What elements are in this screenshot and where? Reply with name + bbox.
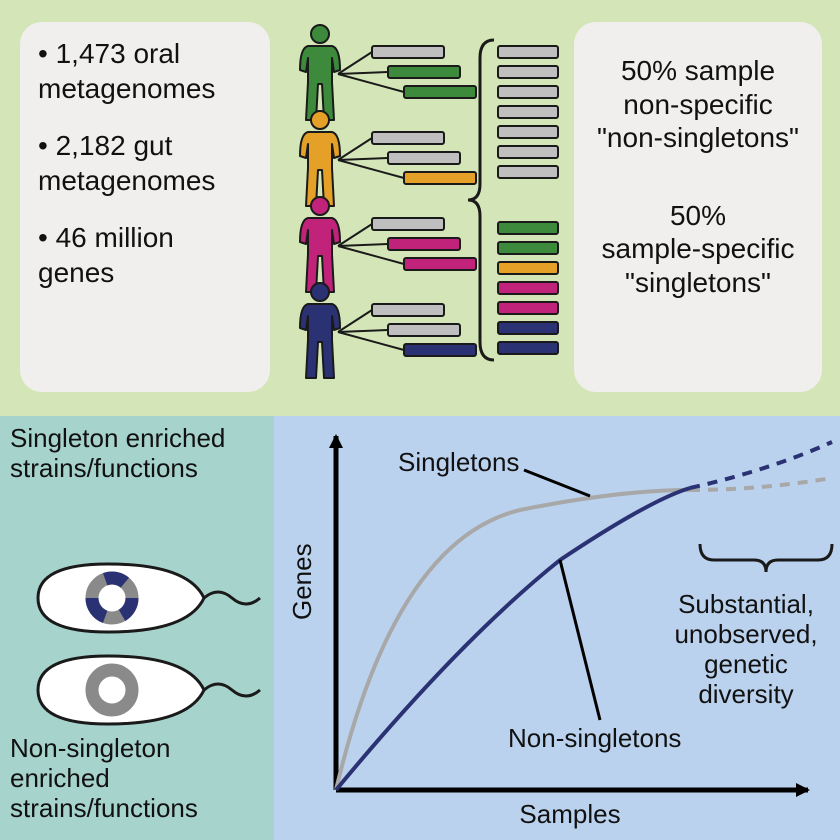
singletons-label: Singletons [398,448,519,478]
unobserved-l1: Substantial, [678,589,814,619]
y-axis-label: Genes [288,543,318,620]
unobserved-l4: diversity [698,679,793,709]
unobserved-l2: unobserved, [674,619,817,649]
figure-root: 1,473 oral metagenomes 2,182 gut metagen… [0,0,840,840]
x-axis-label: Samples [480,800,660,830]
nonsingletons-label: Non-singletons [508,724,681,754]
unobserved-label: Substantial, unobserved, genetic diversi… [664,590,828,710]
chart-svg [0,0,840,840]
unobserved-l3: genetic [704,649,788,679]
